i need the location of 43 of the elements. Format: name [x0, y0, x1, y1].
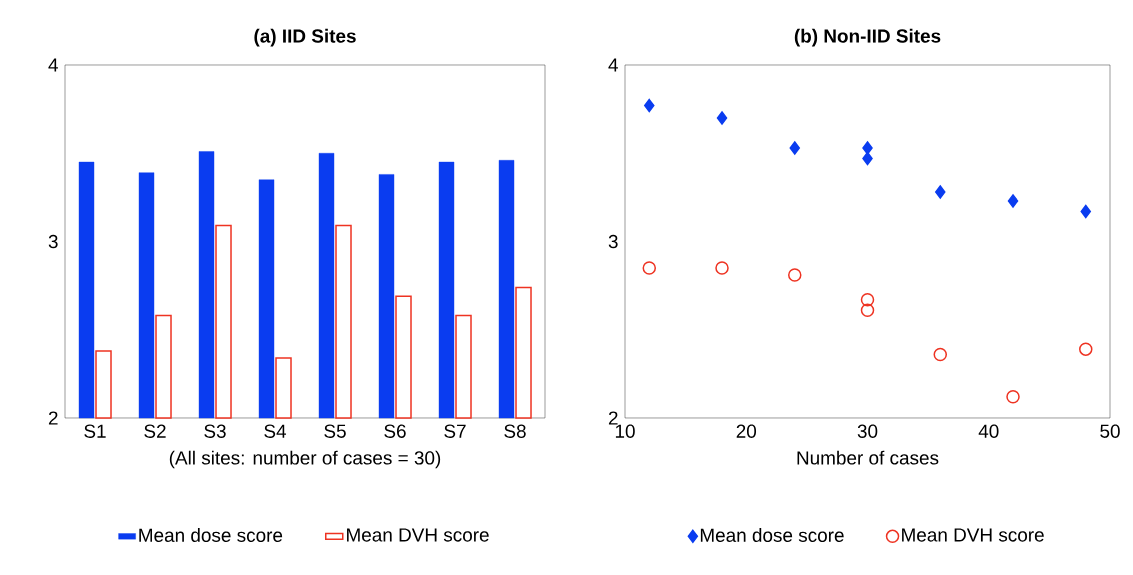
y-tick-label: 2 — [608, 411, 618, 425]
point — [862, 151, 873, 166]
point — [1080, 204, 1092, 219]
y-tick-label: 4 — [48, 58, 58, 72]
x-tick-label: S3 — [204, 424, 226, 438]
point — [642, 261, 657, 275]
x-tick-label: S4 — [264, 424, 287, 438]
x-tick-label: 20 — [736, 424, 757, 438]
x-tick-label: S8 — [504, 424, 526, 438]
x-tick-label: 50 — [1100, 424, 1120, 438]
point — [1079, 342, 1093, 356]
y-tick-label: 2 — [48, 411, 58, 425]
y-tick-label: 4 — [608, 58, 618, 72]
point — [935, 185, 946, 199]
point — [789, 141, 801, 155]
x-tick-label: 40 — [978, 424, 999, 438]
legend-label: Mean DVH score — [902, 528, 1044, 542]
x-tick-label: 30 — [857, 424, 878, 438]
y-tick-label: 3 — [608, 234, 618, 249]
point — [1007, 194, 1019, 208]
point — [788, 268, 802, 282]
point — [1006, 390, 1020, 404]
legend-label: Mean dose score — [700, 528, 844, 542]
point — [715, 261, 729, 275]
point — [716, 111, 728, 125]
x-tick-label: S5 — [324, 424, 346, 438]
x-tick-label: S1 — [84, 424, 106, 438]
x-tick-label: S6 — [384, 424, 406, 438]
x-tick-label: S2 — [144, 424, 166, 438]
chart-title: (a) IID Sites — [254, 28, 356, 47]
y-tick-label: 3 — [48, 234, 58, 249]
x-axis-title: (All sites: number of cases = 30) — [169, 450, 441, 469]
chart-title: (b) Non-IID Sites — [794, 28, 941, 47]
point — [644, 98, 655, 113]
point — [860, 292, 875, 307]
point — [860, 303, 875, 318]
x-tick-label: S7 — [444, 424, 466, 438]
legend-label: Mean DVH score — [347, 528, 489, 542]
x-tick-label: 10 — [615, 424, 635, 438]
legend-label: Mean dose score — [139, 528, 283, 542]
point — [933, 347, 948, 362]
x-axis-title: Number of cases — [797, 450, 939, 465]
point — [862, 141, 873, 155]
